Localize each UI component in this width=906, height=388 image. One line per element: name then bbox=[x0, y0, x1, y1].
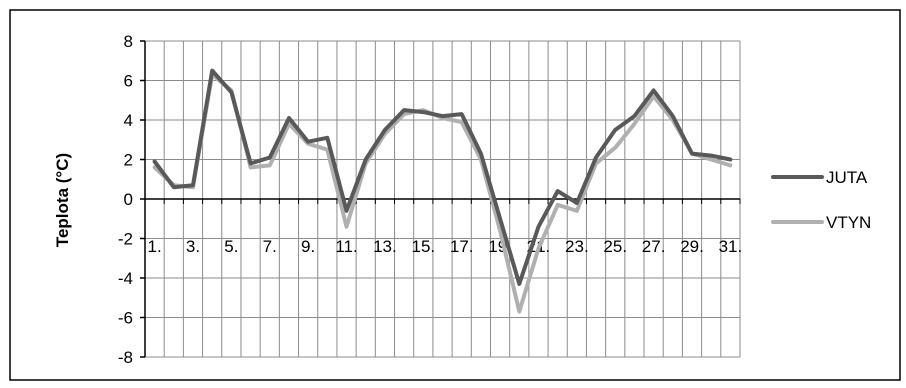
x-tick-label: 11. bbox=[335, 237, 357, 256]
x-tick-label: 25. bbox=[603, 237, 627, 256]
legend-label-juta: JUTA bbox=[826, 168, 868, 187]
x-tick-label: 9. bbox=[301, 237, 315, 256]
x-tick-label: 23. bbox=[565, 237, 589, 256]
x-tick-label: 31. bbox=[719, 237, 743, 256]
x-tick-label: 7. bbox=[263, 237, 277, 256]
x-tick-label: 15. bbox=[411, 237, 435, 256]
legend: JUTA VTYN bbox=[771, 168, 871, 232]
y-tick-label: 0 bbox=[124, 190, 133, 209]
x-tick-label: 3. bbox=[186, 237, 200, 256]
x-tick-label: 29. bbox=[680, 237, 704, 256]
y-tick-label: -4 bbox=[118, 269, 133, 288]
x-tick-label: 13. bbox=[373, 237, 397, 256]
y-tick-label: 2 bbox=[124, 151, 133, 170]
y-axis-label: Teplota (°C) bbox=[53, 153, 72, 247]
x-tick-label: 1. bbox=[148, 237, 162, 256]
y-tick-label: -6 bbox=[118, 309, 133, 328]
y-tick-label: 8 bbox=[124, 32, 133, 51]
y-tick-label: -8 bbox=[118, 348, 133, 367]
y-tick-label: 4 bbox=[124, 111, 133, 130]
y-tick-label: -2 bbox=[118, 230, 133, 249]
series-lines bbox=[152, 68, 733, 314]
x-tick-label: 5. bbox=[224, 237, 238, 256]
y-tick-label: 6 bbox=[124, 72, 133, 91]
x-tick-label: 27. bbox=[642, 237, 666, 256]
legend-label-vtyn: VTYN bbox=[826, 213, 871, 232]
series-line-juta bbox=[152, 68, 733, 286]
y-tick-labels: 8 6 4 2 0 -2 -4 -6 -8 bbox=[118, 32, 145, 367]
chart-border bbox=[9, 9, 901, 381]
x-tick-label: 17. bbox=[450, 237, 474, 256]
